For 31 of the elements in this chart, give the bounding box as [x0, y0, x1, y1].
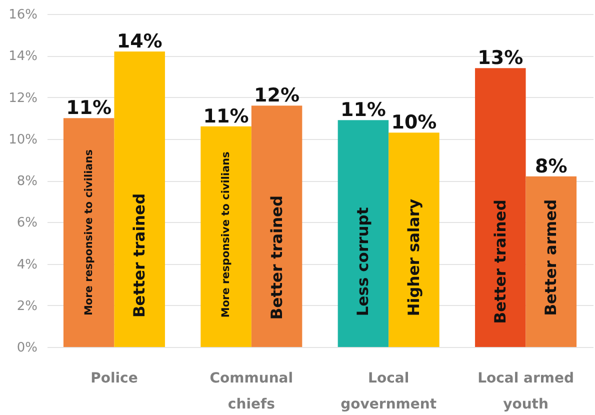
data-label: 12% [254, 84, 300, 107]
x-tick-label: Communal chiefs [210, 370, 294, 412]
annotation: Higher salary [404, 198, 423, 316]
data-label: 11% [66, 97, 112, 120]
data-label: 8% [535, 155, 568, 178]
data-label: 11% [340, 99, 386, 122]
data-label: 11% [203, 105, 249, 128]
data-label: 10% [391, 112, 437, 134]
y-tick-label: 10% [8, 132, 38, 148]
x-tick-label: Police [90, 370, 138, 386]
bar [475, 68, 526, 347]
annotation: Better trained [268, 195, 286, 320]
y-tick-label: 16% [8, 8, 38, 22]
bar [338, 120, 389, 347]
annotation: Better trained [130, 193, 149, 318]
y-tick-label: 8% [16, 174, 38, 189]
annotation: Less corrupt [354, 206, 372, 316]
x-tick-label: Local armed youth [478, 370, 574, 412]
y-tick-label: 12% [8, 90, 38, 106]
annotation: More responsive to civilians [220, 152, 232, 318]
data-label: 13% [478, 47, 524, 70]
y-tick-label: 6% [16, 216, 38, 231]
annotation: Better armed [542, 199, 560, 316]
y-tick-label: 0% [16, 340, 38, 356]
x-tick-label: Local government [340, 370, 437, 412]
annotation: More responsive to civilians [82, 150, 95, 316]
annotation: Better trained [491, 200, 510, 324]
y-tick-label: 4% [16, 257, 38, 272]
data-label: 14% [116, 30, 162, 52]
y-tick-label: 14% [8, 49, 38, 64]
y-tick-label: 2% [16, 298, 38, 314]
